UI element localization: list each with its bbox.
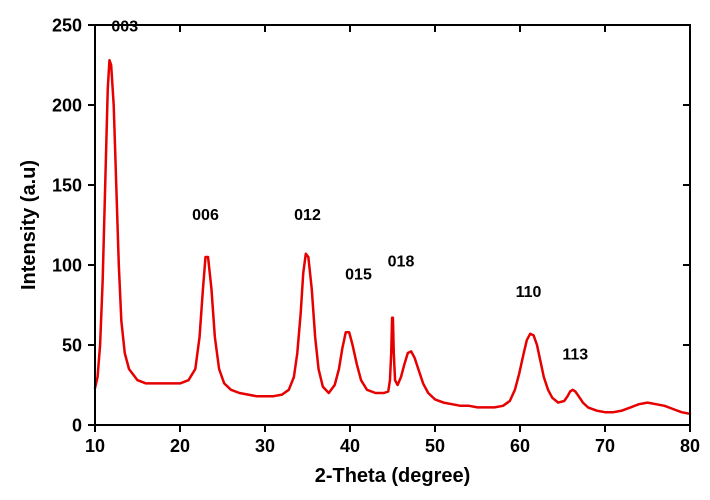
peak-label: 003 [111, 18, 138, 35]
xrd-chart: 10 20 30 40 50 60 70 80 0 50 100 150 200 250 2-Theta (… [0, 0, 710, 500]
y-tick-label: 50 [62, 335, 82, 355]
chart-svg: 10 20 30 40 50 60 70 80 0 50 100 150 200 250 2-Theta (… [0, 0, 710, 500]
x-tick-label: 40 [340, 436, 360, 456]
peak-label: 110 [516, 284, 542, 301]
peak-label: 018 [388, 254, 415, 271]
x-tick-label: 80 [680, 436, 700, 456]
peak-label: 012 [294, 207, 321, 224]
peak-label: 113 [562, 346, 588, 363]
y-tick-label: 0 [72, 415, 82, 435]
x-axis-label: 2-Theta (degree) [315, 465, 471, 487]
x-tick-label: 20 [170, 436, 190, 456]
x-tick-label: 10 [85, 436, 105, 456]
x-tick-label: 60 [510, 436, 530, 456]
peak-label: 015 [345, 266, 372, 283]
x-tick-label: 50 [425, 436, 445, 456]
y-tick-label: 100 [52, 255, 82, 275]
y-tick-label: 150 [52, 175, 82, 195]
peak-label: 006 [192, 207, 219, 224]
x-tick-label: 70 [595, 436, 615, 456]
y-axis-label: Intensity (a.u) [18, 160, 40, 290]
y-tick-label: 250 [52, 15, 82, 35]
y-tick-label: 200 [52, 95, 82, 115]
x-tick-label: 30 [255, 436, 275, 456]
